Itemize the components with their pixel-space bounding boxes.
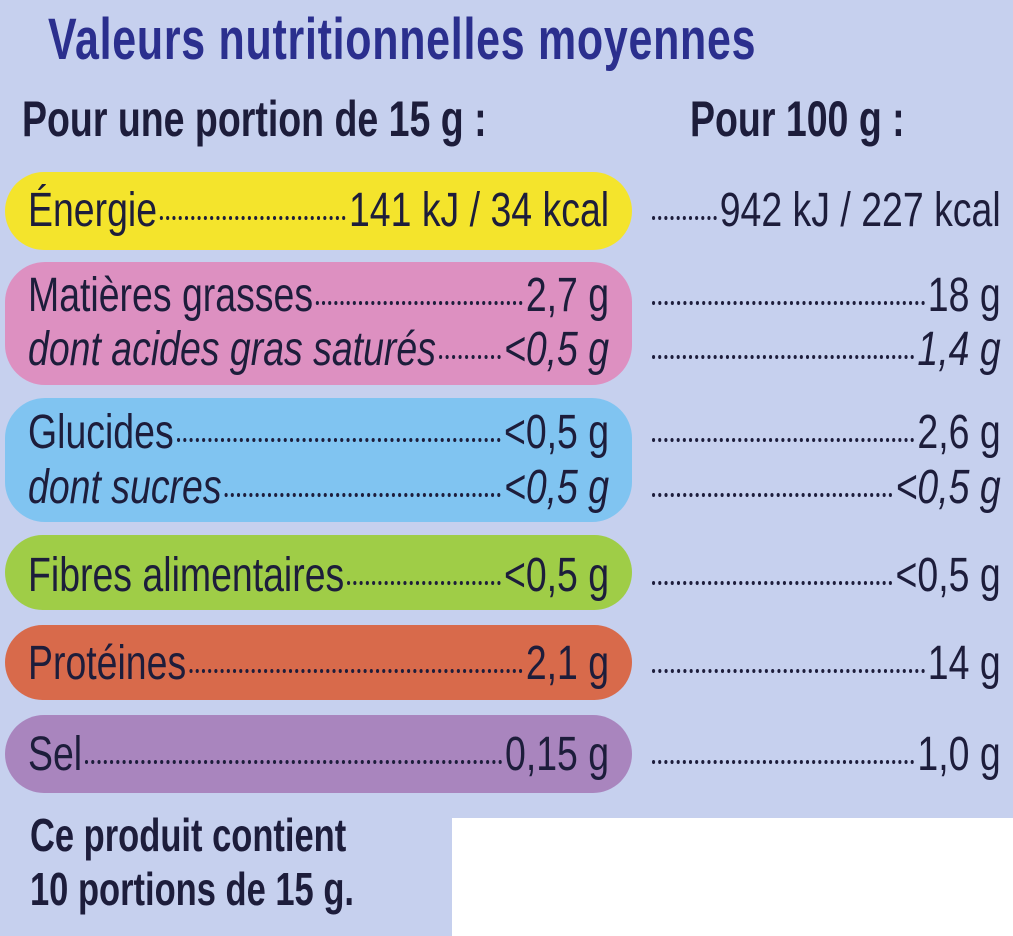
row-label: Glucides: [28, 406, 174, 459]
portion-value: <0,5 g: [503, 461, 610, 514]
row-sugars-portion: dont sucres <0,5 g: [28, 460, 609, 515]
footer-line-1: Ce produit contient: [30, 809, 347, 861]
row-carbs-portion: Glucides <0,5 g: [28, 405, 609, 460]
dot-leader: [652, 669, 925, 673]
per100-value: 1,4 g: [917, 323, 1001, 376]
row-fat-portion: Matières grasses 2,7 g: [28, 268, 609, 323]
row-carbs-per100: 2,6 g: [652, 405, 1001, 460]
row-label: Énergie: [28, 184, 158, 237]
row-salt-portion: Sel 0,15 g: [28, 727, 609, 782]
header-portion: Pour une portion de 15 g :: [22, 91, 487, 147]
footer-line-2: 10 portions de 15 g.: [30, 863, 354, 915]
dot-leader: [224, 493, 501, 497]
label-title: Valeurs nutritionnelles moyennes: [48, 7, 757, 72]
dot-leader: [652, 438, 915, 442]
row-fat-per100: 18 g: [652, 268, 1001, 323]
protein-band: [5, 625, 632, 700]
portion-value: 141 kJ / 34 kcal: [348, 184, 610, 237]
row-sugars-per100: <0,5 g: [652, 460, 1001, 515]
row-salt-per100: 1,0 g: [652, 727, 1001, 782]
salt-band: [5, 715, 632, 793]
dot-leader: [160, 216, 346, 220]
dot-leader: [189, 669, 523, 673]
per100-value: <0,5 g: [895, 461, 1001, 514]
per100-value: 1,0 g: [917, 728, 1001, 781]
dot-leader: [176, 438, 501, 442]
energy-band: [5, 172, 632, 250]
row-energy-per100: 942 kJ / 227 kcal: [652, 183, 1001, 238]
portion-value: 2,7 g: [525, 269, 610, 322]
portion-value: <0,5 g: [503, 549, 610, 602]
row-fibre-per100: <0,5 g: [652, 548, 1001, 603]
dot-leader: [652, 760, 915, 764]
portion-value: <0,5 g: [503, 323, 610, 376]
carbs-band: [5, 398, 632, 522]
fibre-band: [5, 535, 632, 610]
row-energy-portion: Énergie 141 kJ / 34 kcal: [28, 183, 609, 238]
fat-band: [5, 262, 632, 385]
per100-value: 18 g: [927, 269, 1001, 322]
per100-value: 14 g: [927, 637, 1001, 690]
row-label: Matières grasses: [28, 269, 314, 322]
row-saturates-portion: dont acides gras saturés <0,5 g: [28, 322, 609, 377]
dot-leader: [652, 493, 893, 497]
dot-leader: [652, 216, 717, 220]
dot-leader: [439, 355, 501, 359]
dot-leader: [85, 760, 502, 764]
dot-leader: [652, 301, 925, 305]
portion-value: 2,1 g: [525, 637, 610, 690]
blank-area: [452, 818, 1013, 936]
per100-value: 2,6 g: [917, 406, 1001, 459]
portion-value: 0,15 g: [505, 728, 610, 781]
row-label: Sel: [28, 728, 83, 781]
header-per100: Pour 100 g :: [690, 91, 905, 147]
row-protein-per100: 14 g: [652, 636, 1001, 691]
dot-leader: [347, 581, 501, 585]
per100-value: 942 kJ / 227 kcal: [719, 184, 1001, 237]
dot-leader: [652, 581, 893, 585]
row-label: dont sucres: [28, 461, 222, 514]
row-protein-portion: Protéines 2,1 g: [28, 636, 609, 691]
per100-value: <0,5 g: [895, 549, 1001, 602]
portion-value: <0,5 g: [503, 406, 610, 459]
row-saturates-per100: 1,4 g: [652, 322, 1001, 377]
dot-leader: [316, 301, 523, 305]
row-label: dont acides gras saturés: [28, 323, 436, 376]
row-label: Protéines: [28, 637, 187, 690]
dot-leader: [652, 355, 915, 359]
row-fibre-portion: Fibres alimentaires <0,5 g: [28, 548, 609, 603]
row-label: Fibres alimentaires: [28, 549, 345, 602]
